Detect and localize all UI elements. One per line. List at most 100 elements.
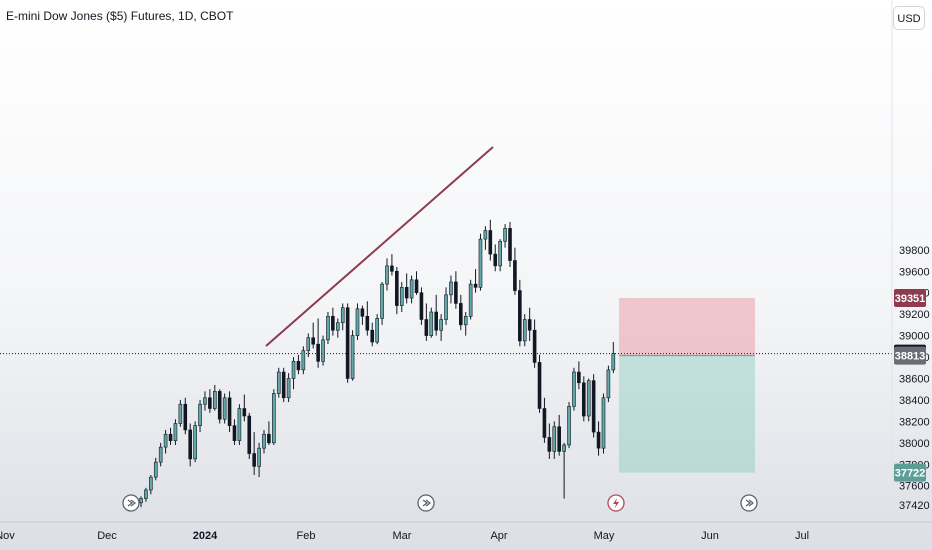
candle-body xyxy=(513,260,517,291)
candle-body xyxy=(385,265,389,285)
candle-body xyxy=(537,362,542,409)
candle xyxy=(168,427,173,445)
candle xyxy=(331,307,335,336)
candle-body xyxy=(611,353,616,371)
candle xyxy=(227,391,232,433)
candle-body xyxy=(153,461,158,478)
candle xyxy=(232,419,237,445)
candle-body xyxy=(158,446,163,463)
stop-price-tag: 39351 xyxy=(894,288,926,307)
candle-body xyxy=(414,279,419,294)
candle-body xyxy=(498,240,502,267)
candle-body xyxy=(493,253,498,267)
candle-body xyxy=(365,315,370,331)
dividend-marker-icon[interactable] xyxy=(740,494,758,512)
candle-body xyxy=(532,329,537,363)
price-tick-label: 38200 xyxy=(899,416,930,428)
candle-body xyxy=(217,391,222,420)
candle xyxy=(350,330,355,381)
time-tick-label: May xyxy=(594,530,615,542)
candle-body xyxy=(311,337,316,345)
candle xyxy=(272,389,276,445)
candle xyxy=(360,305,365,325)
candle xyxy=(547,423,552,459)
position-zones[interactable] xyxy=(0,297,892,473)
candle-body xyxy=(144,489,148,499)
candle xyxy=(409,275,414,304)
candle-body xyxy=(454,281,458,304)
candle-body xyxy=(518,290,522,342)
candle-body xyxy=(463,315,468,326)
candle xyxy=(503,224,507,248)
candle-body xyxy=(178,403,183,424)
profit-target-zone xyxy=(619,355,755,473)
candle-body xyxy=(173,423,178,441)
candle xyxy=(321,335,325,366)
lightning-icon xyxy=(613,498,619,508)
candle-body xyxy=(380,283,384,319)
time-tick-label: Jun xyxy=(701,530,719,542)
candle xyxy=(449,275,453,304)
candle-body xyxy=(419,292,424,320)
candle-body xyxy=(439,319,443,331)
candle xyxy=(424,303,429,341)
candle xyxy=(399,281,404,312)
candle xyxy=(454,271,458,309)
symbol-title: E-mini Dow Jones ($5) Futures, 1D, CBOT xyxy=(6,9,234,23)
candle xyxy=(537,354,542,413)
candle-body xyxy=(449,281,453,296)
candle-body xyxy=(409,279,414,299)
candle-body xyxy=(237,408,242,441)
candle-body xyxy=(291,361,296,379)
candle-body xyxy=(340,307,345,324)
candle-body xyxy=(360,308,365,317)
candle-body xyxy=(488,230,493,255)
candle xyxy=(483,226,488,250)
candle-body xyxy=(444,294,448,320)
candle-body xyxy=(316,343,320,362)
candle xyxy=(257,442,261,478)
trendline-layer[interactable] xyxy=(265,146,494,347)
candle-body xyxy=(572,371,576,407)
price-tick-label: 39600 xyxy=(899,266,930,278)
price-axis[interactable]: 3742037600378003800038200384003860038800… xyxy=(891,0,930,522)
candle xyxy=(222,393,227,424)
price-tags: 39351388323881337722 xyxy=(894,288,926,482)
candle xyxy=(611,342,616,374)
candle-body xyxy=(149,476,153,491)
candle-body xyxy=(567,406,571,446)
candle xyxy=(237,404,242,445)
candle-body xyxy=(227,397,232,426)
candle xyxy=(370,322,375,347)
candle xyxy=(577,361,581,390)
candle xyxy=(606,365,611,403)
candle-body xyxy=(281,371,286,399)
chevrons-icon xyxy=(745,499,755,507)
time-axis[interactable]: Nov Dec 2024 Feb Mar Apr May Jun Jul xyxy=(0,521,932,542)
price-tag-label: 39351 xyxy=(895,293,926,305)
candle xyxy=(390,254,394,276)
candle xyxy=(276,367,281,398)
candle xyxy=(153,457,158,481)
price-tick-label: 37420 xyxy=(899,500,930,512)
candle xyxy=(193,421,197,463)
candle xyxy=(178,399,183,427)
candle xyxy=(188,423,192,467)
currency-button[interactable]: USD xyxy=(893,6,925,30)
candle xyxy=(444,287,448,325)
event-markers[interactable] xyxy=(122,494,758,512)
price-tick-label: 39000 xyxy=(899,331,930,343)
candle-body xyxy=(301,350,306,371)
earnings-marker-icon[interactable] xyxy=(607,494,625,512)
dividend-marker-icon[interactable] xyxy=(417,494,435,512)
candle-body xyxy=(434,311,439,331)
candle xyxy=(478,233,483,291)
candle xyxy=(286,373,291,403)
candle-body xyxy=(321,339,325,362)
candle-body xyxy=(458,303,463,326)
dividend-marker-icon[interactable] xyxy=(122,494,140,512)
candle-body xyxy=(242,408,247,417)
candle xyxy=(552,421,557,459)
candle-body xyxy=(286,378,291,399)
